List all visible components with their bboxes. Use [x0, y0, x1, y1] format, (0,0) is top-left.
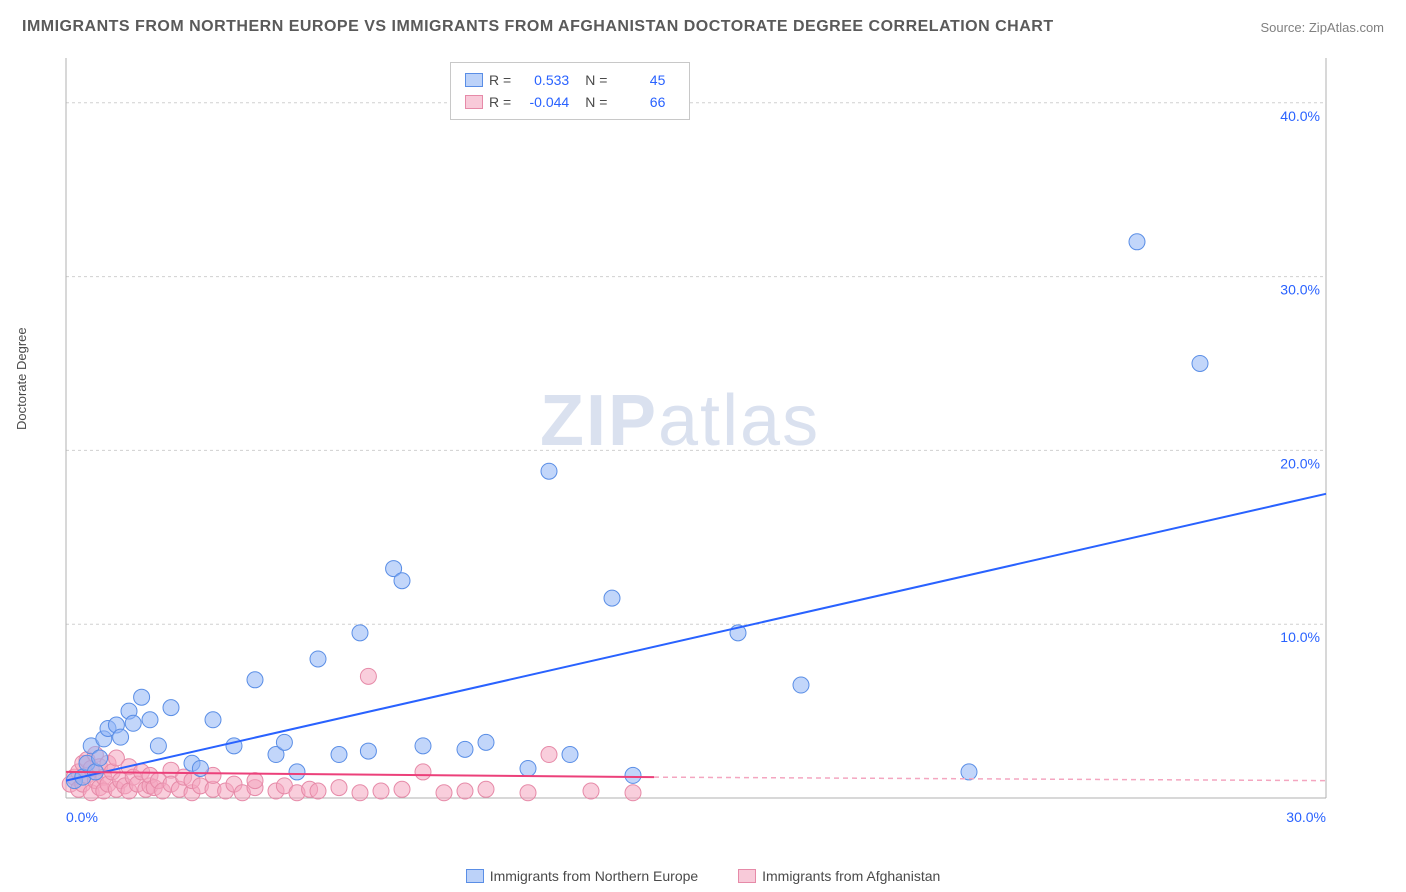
y-axis-label: Doctorate Degree [14, 327, 29, 430]
legend-item-afghanistan: Immigrants from Afghanistan [738, 868, 940, 884]
swatch-blue [465, 73, 483, 87]
legend-row-pink: R = -0.044 N = 66 [465, 91, 675, 113]
scatter-plot: 10.0% 20.0% 30.0% 40.0% 0.0% 30.0% [56, 58, 1346, 828]
svg-text:10.0%: 10.0% [1280, 629, 1320, 645]
correlation-legend: R = 0.533 N = 45 R = -0.044 N = 66 [450, 62, 690, 120]
swatch-pink [465, 95, 483, 109]
svg-text:40.0%: 40.0% [1280, 108, 1320, 124]
svg-text:30.0%: 30.0% [1286, 809, 1326, 825]
chart-area: 10.0% 20.0% 30.0% 40.0% 0.0% 30.0% [56, 58, 1346, 828]
legend-item-northern-europe: Immigrants from Northern Europe [466, 868, 699, 884]
swatch-blue [466, 869, 484, 883]
source-attribution: Source: ZipAtlas.com [1260, 20, 1384, 35]
svg-text:30.0%: 30.0% [1280, 282, 1320, 298]
legend-row-blue: R = 0.533 N = 45 [465, 69, 675, 91]
chart-title: IMMIGRANTS FROM NORTHERN EUROPE VS IMMIG… [22, 18, 1054, 36]
svg-text:20.0%: 20.0% [1280, 455, 1320, 471]
svg-text:0.0%: 0.0% [66, 809, 98, 825]
series-legend: Immigrants from Northern Europe Immigran… [0, 868, 1406, 886]
swatch-pink [738, 869, 756, 883]
